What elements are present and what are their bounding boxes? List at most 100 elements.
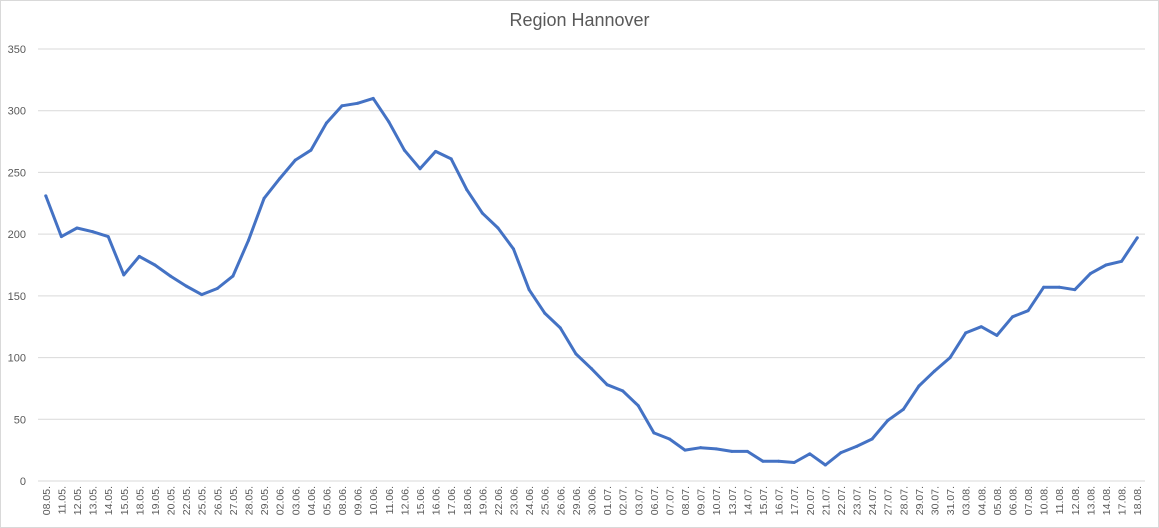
data-point xyxy=(512,247,516,251)
x-tick-label: 02.07. xyxy=(618,486,630,515)
x-tick-label: 29.05. xyxy=(259,486,271,515)
x-tick-label: 17.06. xyxy=(446,486,458,515)
x-tick-label: 26.05. xyxy=(212,486,224,515)
x-tick-label: 23.06. xyxy=(509,486,521,515)
x-tick-label: 13.05. xyxy=(88,486,100,515)
data-point xyxy=(527,288,531,292)
series-layer xyxy=(44,96,1139,467)
data-point xyxy=(1057,285,1061,289)
data-point xyxy=(59,235,63,239)
data-point xyxy=(293,158,297,162)
data-point xyxy=(200,293,204,297)
data-point xyxy=(402,148,406,152)
x-tick-label: 05.06. xyxy=(321,486,333,515)
data-point xyxy=(917,384,921,388)
x-tick-label: 04.08. xyxy=(976,486,988,515)
data-point xyxy=(262,196,266,200)
x-tick-label: 12.05. xyxy=(72,486,84,515)
data-point xyxy=(231,274,235,278)
data-point xyxy=(979,325,983,329)
x-tick-label: 08.05. xyxy=(41,486,53,515)
x-tick-label: 22.06. xyxy=(493,486,505,515)
data-point xyxy=(1135,236,1139,240)
y-tick-label: 250 xyxy=(8,167,26,179)
y-tick-label: 200 xyxy=(8,229,26,241)
x-tick-label: 03.06. xyxy=(290,486,302,515)
data-point xyxy=(1120,259,1124,263)
x-tick-label: 30.06. xyxy=(587,486,599,515)
x-tick-label: 04.06. xyxy=(306,486,318,515)
x-tick-label: 11.06. xyxy=(384,486,396,514)
x-tick-label: 24.07. xyxy=(867,486,879,515)
data-point xyxy=(855,444,859,448)
data-point xyxy=(387,120,391,124)
data-point xyxy=(169,274,173,278)
data-point xyxy=(75,226,79,230)
x-tick-label: 06.07. xyxy=(649,486,661,515)
x-tick-label: 07.08. xyxy=(1023,486,1035,515)
data-point xyxy=(1026,309,1030,313)
x-tick-label: 09.07. xyxy=(696,486,708,515)
data-point xyxy=(777,459,781,463)
data-point xyxy=(652,431,656,435)
data-point xyxy=(590,367,593,371)
data-point xyxy=(792,460,796,464)
data-point xyxy=(1088,272,1092,276)
data-point xyxy=(371,96,375,100)
data-point xyxy=(1042,285,1046,289)
x-tick-label: 12.08. xyxy=(1070,486,1082,515)
x-tick-label: 14.07. xyxy=(742,486,754,515)
x-tick-label: 19.06. xyxy=(477,486,489,515)
data-point xyxy=(823,463,827,467)
data-point xyxy=(543,311,547,315)
x-tick-label: 15.05. xyxy=(119,486,131,515)
x-tick-label: 18.08. xyxy=(1132,486,1144,515)
data-point xyxy=(246,238,250,242)
x-tick-label: 18.06. xyxy=(462,486,474,515)
x-tick-label: 29.06. xyxy=(571,486,583,515)
x-tick-label: 25.05. xyxy=(197,486,209,515)
data-point xyxy=(683,448,687,452)
data-point xyxy=(184,284,188,288)
data-point xyxy=(1073,288,1077,292)
x-tick-label: 20.07. xyxy=(805,486,817,515)
x-tick-label: 19.05. xyxy=(150,486,162,515)
chart-title: Region Hannover xyxy=(509,10,650,30)
data-point xyxy=(574,352,578,356)
data-point xyxy=(1104,263,1108,267)
data-point xyxy=(137,254,141,258)
x-tick-label: 12.06. xyxy=(399,486,411,515)
x-tick-label: 20.05. xyxy=(166,486,178,515)
data-point xyxy=(91,230,95,234)
x-tick-label: 27.05. xyxy=(228,486,240,515)
data-point xyxy=(621,389,625,393)
data-point xyxy=(324,121,328,125)
x-tick-label: 31.07. xyxy=(945,486,957,515)
data-point xyxy=(948,356,952,360)
y-tick-label: 50 xyxy=(14,414,26,426)
x-tick-label: 16.06. xyxy=(431,486,443,515)
x-tick-label: 17.08. xyxy=(1117,486,1129,515)
x-tick-label: 30.07. xyxy=(930,486,942,515)
data-point xyxy=(901,407,905,411)
data-point xyxy=(122,273,126,277)
data-point xyxy=(340,104,344,108)
x-tick-label: 28.05. xyxy=(243,486,255,515)
data-point xyxy=(964,331,968,335)
data-point xyxy=(745,449,749,453)
x-tick-label: 28.07. xyxy=(898,486,910,515)
x-tick-label: 10.06. xyxy=(368,486,380,515)
x-tick-label: 09.06. xyxy=(353,486,365,515)
data-point xyxy=(418,167,422,171)
data-point xyxy=(153,263,157,267)
y-tick-label: 150 xyxy=(8,291,26,303)
x-tick-label: 07.07. xyxy=(664,486,676,515)
y-tick-label: 0 xyxy=(20,476,26,488)
x-tick-label: 11.05. xyxy=(56,486,68,514)
x-tick-label: 10.08. xyxy=(1039,486,1051,515)
data-point xyxy=(699,446,703,450)
x-tick-label: 15.06. xyxy=(415,486,427,515)
x-tick-label: 08.06. xyxy=(337,486,349,515)
x-tick-label: 21.07. xyxy=(820,486,832,515)
